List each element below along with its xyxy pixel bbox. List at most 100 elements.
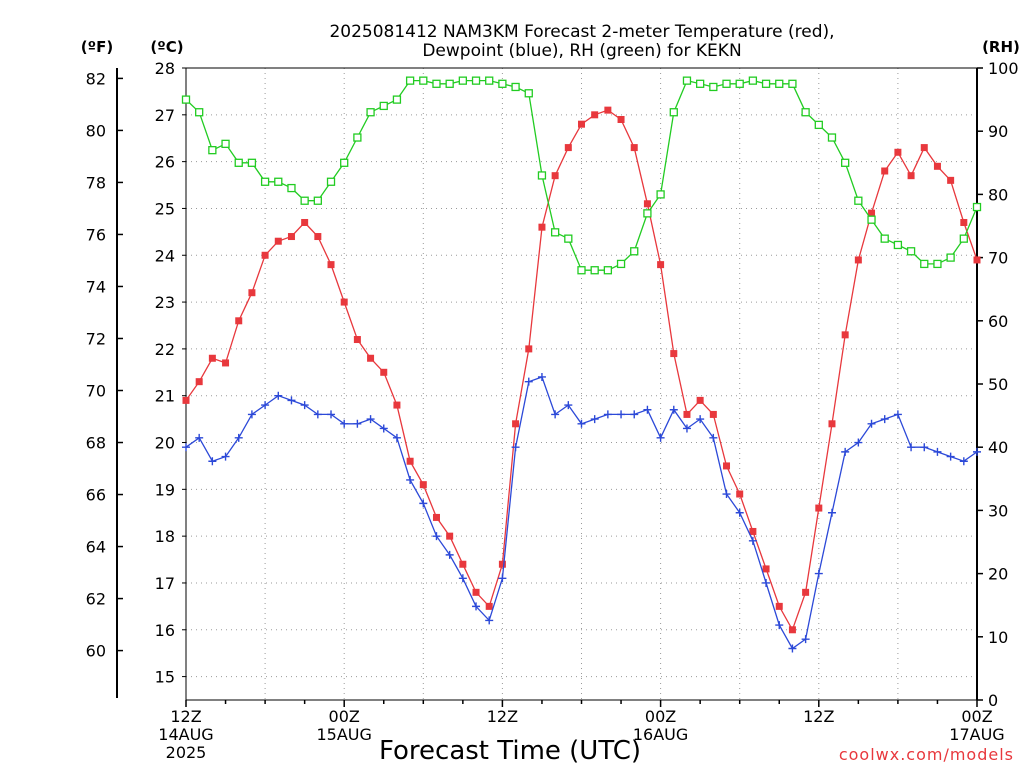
dewpoint-point: [300, 401, 309, 410]
rh-point: [392, 95, 402, 104]
rh-point: [471, 76, 481, 85]
rh-point: [445, 79, 454, 88]
dewpoint-point: [959, 457, 968, 466]
temperature-point: [208, 354, 216, 362]
dewpoint-point: [907, 443, 916, 452]
temperature-point: [274, 237, 282, 245]
dewpoint-point: [564, 401, 573, 410]
celsius-tick-label: 26: [155, 153, 175, 172]
rh-point: [656, 190, 665, 199]
dewpoint-point: [722, 490, 731, 499]
celsius-tick-label: 17: [155, 574, 175, 593]
rh-point: [247, 158, 257, 167]
rh-point: [550, 228, 560, 237]
temperature-point: [182, 396, 190, 404]
rh-point: [326, 177, 336, 186]
dewpoint-point: [748, 536, 757, 545]
rh-point: [643, 209, 652, 218]
rh-tick-label: 80: [988, 185, 1008, 204]
temperature-point: [195, 378, 203, 386]
temperature-point: [933, 162, 941, 170]
dewpoint-point: [682, 424, 691, 433]
rh-point: [208, 146, 217, 155]
rh-point: [498, 79, 507, 88]
rh-point: [458, 76, 468, 85]
temperature-point: [683, 410, 691, 418]
fahrenheit-tick-label: 66: [86, 486, 106, 505]
dewpoint-point: [643, 405, 652, 414]
fahrenheit-tick-label: 64: [86, 538, 106, 557]
temperature-point: [670, 350, 678, 358]
x-tick-label: 00Z: [329, 707, 360, 726]
temperature-point: [380, 368, 388, 376]
dewpoint-point: [537, 372, 546, 381]
rh-tick-label: 60: [988, 312, 1008, 331]
celsius-unit-label: (ºC): [150, 38, 183, 56]
temperature-point: [960, 218, 968, 226]
temperature-point: [788, 626, 796, 634]
x-tick-label: 00Z: [961, 707, 992, 726]
rh-tick-label: 50: [988, 375, 1008, 394]
dewpoint-point: [854, 438, 863, 447]
rh-point: [221, 139, 230, 148]
temperature-point: [472, 588, 480, 596]
rh-tick-label: 100: [988, 59, 1019, 78]
rh-point: [761, 79, 771, 88]
grid-lines: [186, 67, 977, 700]
rh-point: [722, 79, 731, 88]
fahrenheit-tick-label: 74: [86, 277, 106, 296]
rh-point: [419, 76, 428, 85]
rh-point: [366, 108, 375, 117]
rh-point: [511, 82, 520, 92]
rh-point: [788, 79, 797, 88]
fahrenheit-tick-label: 76: [86, 225, 106, 244]
chart-subtitle: Dewpoint (blue), RH (green) for KEKN: [422, 41, 741, 61]
rh-point: [827, 133, 837, 142]
dewpoint-point: [788, 644, 797, 653]
dewpoint-point: [973, 447, 981, 456]
temperature-point: [947, 176, 955, 184]
dewpoint-point: [287, 396, 296, 405]
temperature-point: [353, 336, 361, 344]
temperature-point: [327, 261, 335, 269]
temperature-point: [657, 261, 665, 269]
celsius-tick-label: 27: [155, 106, 175, 125]
dewpoint-point: [603, 410, 612, 419]
rh-series: [181, 76, 982, 275]
celsius-tick-label: 28: [155, 59, 175, 78]
dewpoint-point: [485, 616, 494, 625]
dewpoint-point: [392, 433, 401, 442]
temperature-point: [854, 256, 862, 264]
rh-point: [537, 171, 547, 180]
temperature-point: [630, 144, 638, 152]
rh-point: [274, 177, 283, 186]
x-tick-label: 12Z: [487, 707, 518, 726]
dewpoint-point: [524, 377, 533, 386]
rh-point: [867, 215, 876, 224]
rh-tick-label: 0: [988, 691, 998, 710]
rh-point: [379, 101, 388, 111]
rh-point: [959, 234, 968, 243]
rh-point: [564, 234, 573, 243]
rh-point: [775, 79, 784, 88]
celsius-tick-label: 24: [155, 246, 175, 265]
temperature-point: [578, 120, 585, 128]
x-axis-label: Forecast Time (UTC): [379, 736, 641, 766]
fahrenheit-tick-label: 62: [86, 590, 106, 609]
dewpoint-point: [458, 574, 467, 583]
celsius-tick-label: 20: [155, 434, 175, 453]
temperature-point: [736, 490, 744, 498]
dewpoint-point: [472, 602, 481, 611]
temperature-point: [538, 223, 546, 231]
dewpoint-point: [656, 433, 665, 442]
rh-point: [906, 247, 916, 256]
rh-point: [577, 266, 586, 275]
temperature-point: [459, 560, 467, 568]
dewpoint-point: [445, 550, 454, 559]
temperature-point: [881, 167, 889, 175]
dewpoint-point: [313, 410, 322, 419]
dewpoint-point: [669, 405, 678, 414]
rh-point: [814, 120, 823, 130]
fahrenheit-tick-label: 70: [86, 382, 106, 401]
dewpoint-point: [432, 532, 441, 541]
